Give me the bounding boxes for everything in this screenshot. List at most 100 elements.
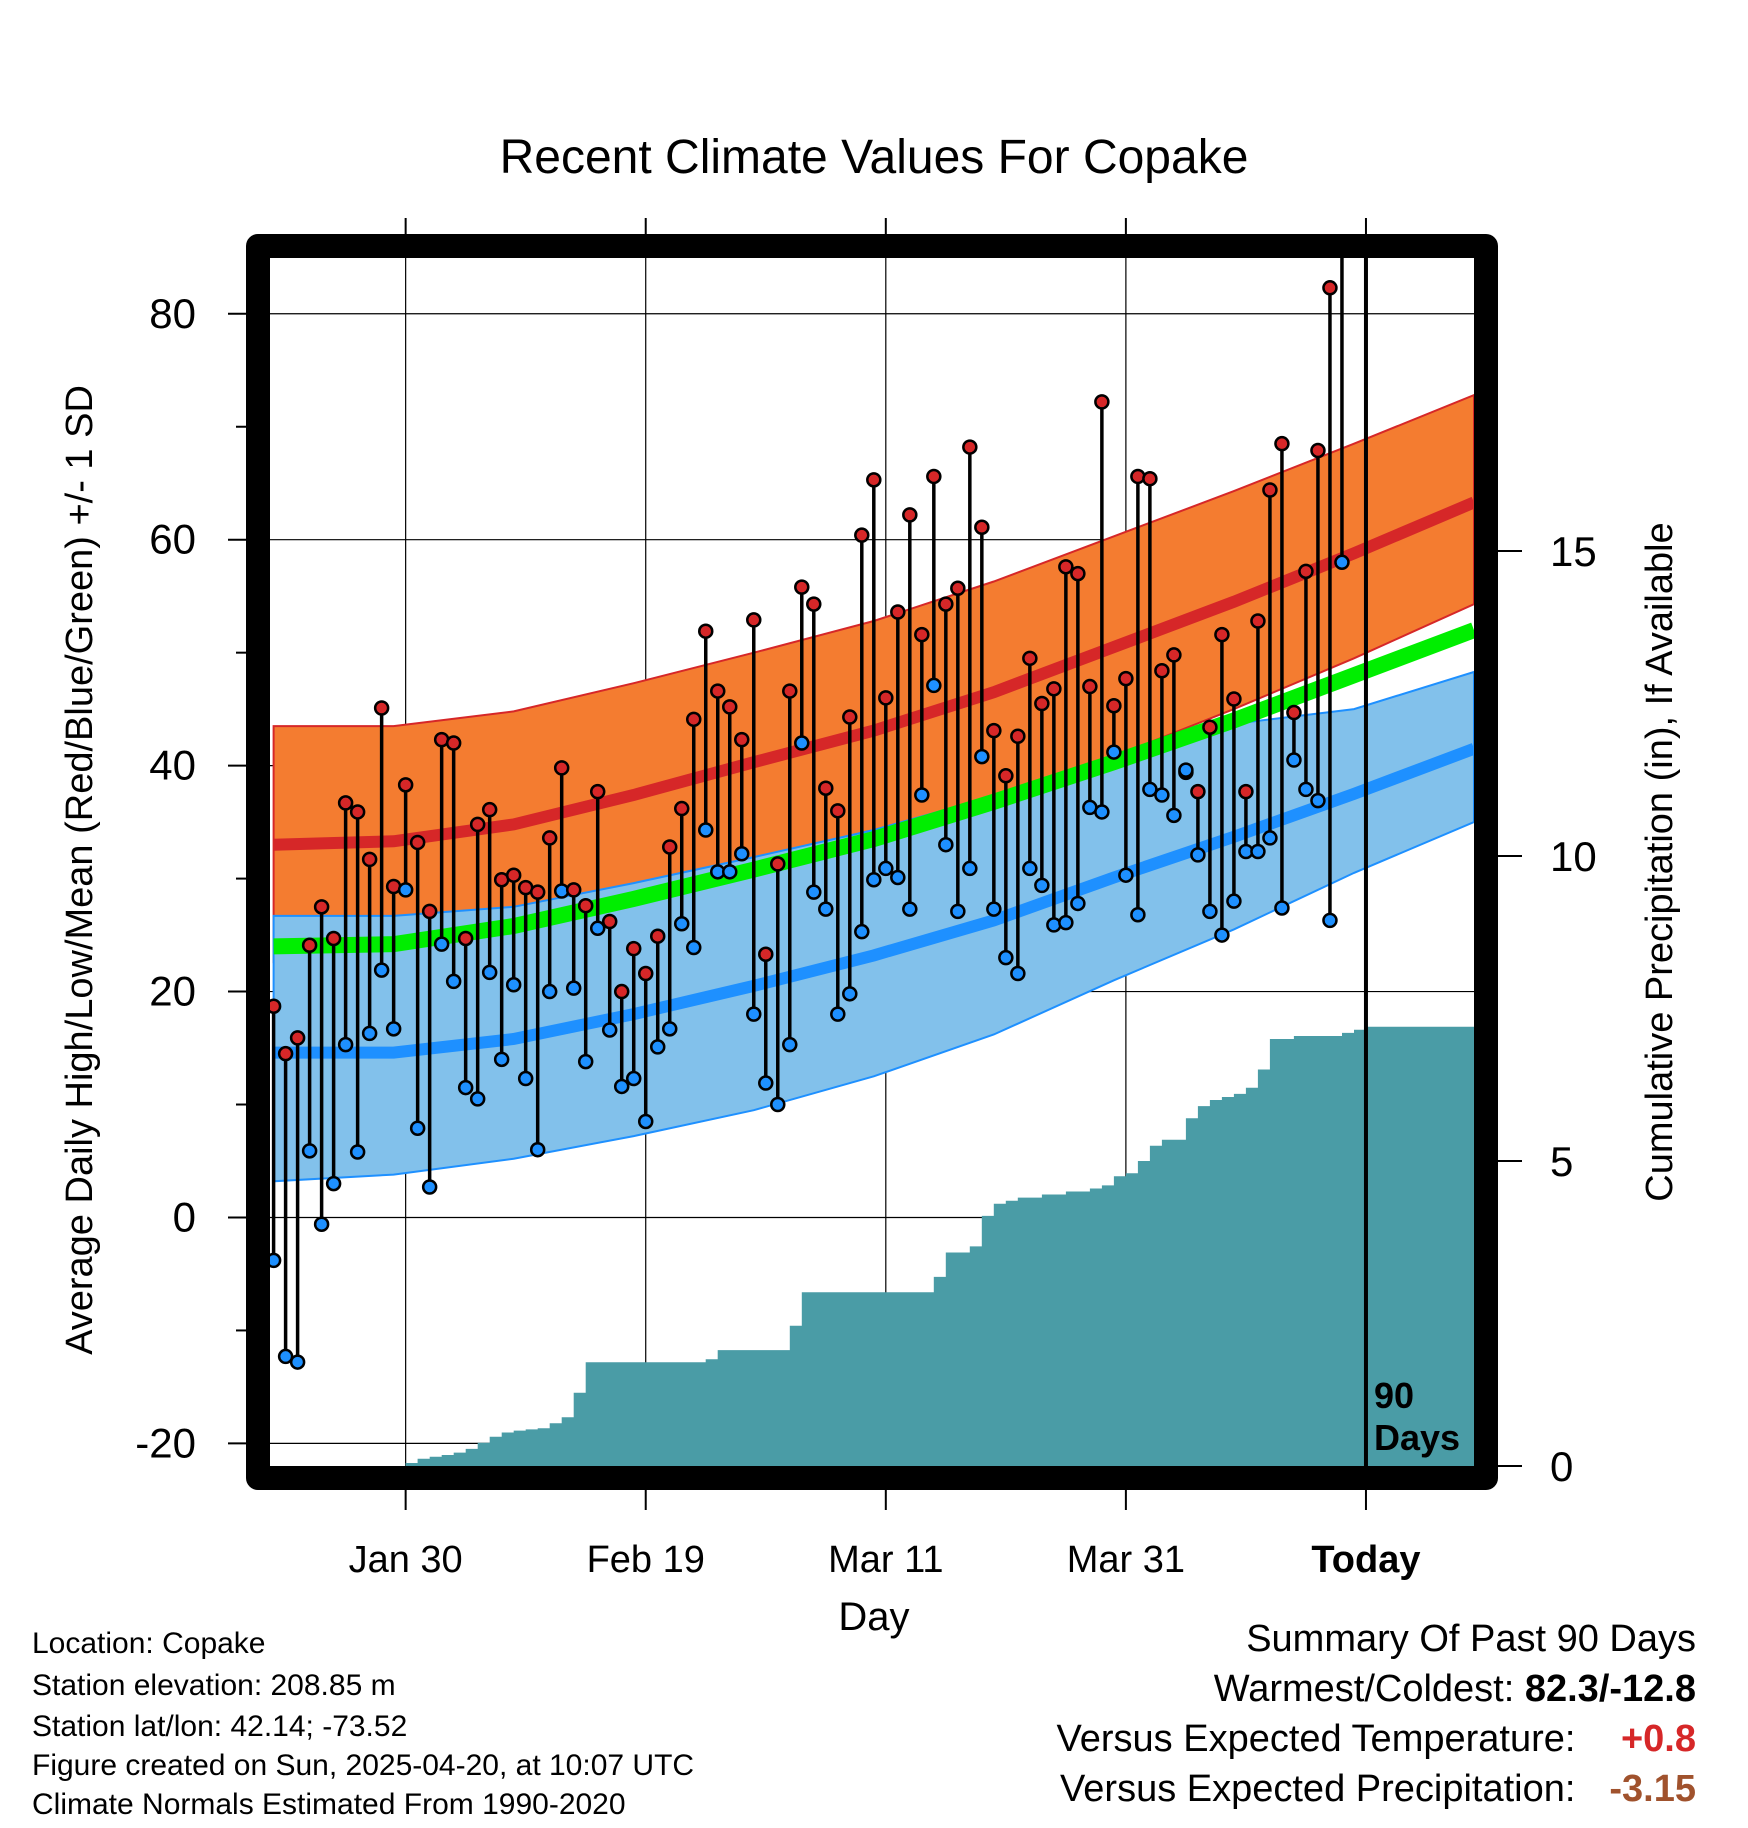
daily-low-point	[613, 1078, 630, 1095]
daily-high-point	[270, 998, 282, 1014]
low-normal-line	[273, 743, 1474, 1059]
daily-low-point	[397, 882, 414, 898]
daily-high-point	[601, 913, 618, 930]
plot-frame	[246, 234, 1498, 1490]
daily-high-point	[914, 626, 930, 643]
daily-high-point	[1070, 565, 1086, 582]
daily-low-point	[1322, 912, 1338, 929]
daily-high-point	[998, 768, 1014, 784]
daily-high-point	[1094, 394, 1110, 410]
daily-low-point	[818, 901, 834, 917]
daily-low-point	[270, 1252, 282, 1269]
daily-low-point	[289, 1354, 306, 1370]
daily-high-point	[1202, 719, 1218, 735]
daily-low-point	[1310, 792, 1326, 809]
x-tick-label: Mar 31	[1067, 1539, 1185, 1581]
daily-low-point	[1347, 0, 1360, 7]
daily-high-point	[661, 839, 678, 855]
daily-low-point	[349, 1144, 366, 1160]
daily-low-point	[445, 973, 462, 990]
daily-high-point	[577, 897, 594, 914]
daily-low-point	[1262, 830, 1278, 846]
daily-high-point	[1058, 559, 1074, 575]
y-tick-label-left: 40	[149, 742, 196, 789]
location-text: Location: Copake	[32, 1627, 266, 1660]
daily-high-point	[541, 830, 558, 846]
daily-high-point	[373, 700, 390, 716]
daily-low-point	[962, 860, 978, 877]
daily-high-point	[782, 683, 798, 699]
daily-high-point	[1322, 280, 1338, 296]
daily-high-point	[890, 604, 906, 620]
daily-high-point	[1118, 670, 1134, 687]
x-tick-label: Mar 11	[828, 1539, 943, 1581]
daily-high-point	[625, 940, 642, 957]
y-tick-label-left: 60	[149, 516, 196, 563]
daily-high-point	[854, 527, 870, 543]
daily-low-point	[1178, 762, 1194, 778]
chart-title: Recent Climate Values For Copake	[499, 131, 1249, 184]
daily-high-point	[421, 903, 438, 920]
daily-high-point	[1154, 662, 1170, 679]
daily-high-point	[457, 930, 474, 947]
y-tick-label-left: 20	[149, 968, 196, 1015]
daily-low-point	[890, 869, 906, 886]
y-tick-label-right: 10	[1550, 833, 1597, 880]
x-tick-label: Feb 19	[587, 1539, 705, 1581]
daily-high-point	[806, 596, 822, 612]
x-tick-label: Today	[1311, 1539, 1420, 1581]
daily-high-point	[649, 928, 666, 944]
daily-low-point	[589, 920, 606, 937]
daily-high-point	[1106, 698, 1122, 714]
daily-high-point	[1238, 783, 1254, 800]
daily-high-point	[962, 439, 978, 455]
x-tick-label: Jan 30	[349, 1539, 463, 1581]
summary-warm-cold: Warmest/Coldest: 82.3/-12.8	[1214, 1668, 1696, 1711]
daily-low-point	[385, 1021, 402, 1037]
daily-low-point	[661, 1021, 678, 1037]
daily-high-point	[529, 884, 546, 900]
daily-low-point	[926, 677, 942, 694]
daily-high-point	[758, 946, 774, 963]
y-tick-label-left: -20	[135, 1419, 196, 1466]
x-axis-title: Day	[838, 1595, 909, 1639]
daily-high-point	[1010, 728, 1026, 745]
daily-high-point	[409, 834, 426, 851]
y-axis-title-right: Cumulative Precipitation (in), If Availa…	[1639, 522, 1681, 1201]
daily-high-point	[325, 930, 342, 947]
warm-cold-value: 82.3/-12.8	[1524, 1668, 1696, 1710]
daily-low-point	[974, 748, 990, 765]
daily-high-point	[613, 983, 630, 1000]
daily-high-point	[842, 709, 858, 725]
created-text: Figure created on Sun, 2025-04-20, at 10…	[32, 1749, 695, 1782]
daily-low-point	[565, 980, 582, 996]
daily-low-point	[782, 1036, 798, 1053]
y-tick-label-left: 80	[149, 290, 196, 337]
daily-low-point	[1034, 877, 1050, 894]
daily-low-point	[529, 1141, 546, 1158]
daily-high-point	[313, 899, 330, 915]
warm-cold-label: Warmest/Coldest:	[1213, 1668, 1515, 1710]
daily-low-point	[914, 787, 930, 803]
daily-high-point	[1034, 695, 1050, 712]
daily-low-point	[1118, 867, 1134, 883]
summary-heading: Summary Of Past 90 Days	[1246, 1618, 1696, 1660]
daily-low-point	[1226, 893, 1242, 909]
daily-low-point	[325, 1175, 342, 1192]
summary-precip: Versus Expected Precipitation: -3.15	[1060, 1768, 1696, 1811]
daily-low-point	[697, 822, 714, 838]
daily-low-point	[734, 845, 750, 862]
temp-value: +0.8	[1620, 1718, 1696, 1760]
daily-low-point	[409, 1120, 426, 1136]
daily-low-point	[1070, 895, 1086, 912]
precip-label: Versus Expected Precipitation:	[1060, 1768, 1576, 1810]
daily-low-point	[758, 1075, 774, 1091]
daily-high-point	[1250, 613, 1266, 629]
daily-high-point	[709, 683, 726, 699]
daily-low-point	[277, 1348, 294, 1365]
daily-low-point	[577, 1053, 594, 1070]
daily-low-point	[457, 1079, 474, 1096]
daily-low-point	[1130, 906, 1146, 923]
daily-low-point	[842, 986, 858, 1002]
daily-high-point	[685, 711, 702, 728]
